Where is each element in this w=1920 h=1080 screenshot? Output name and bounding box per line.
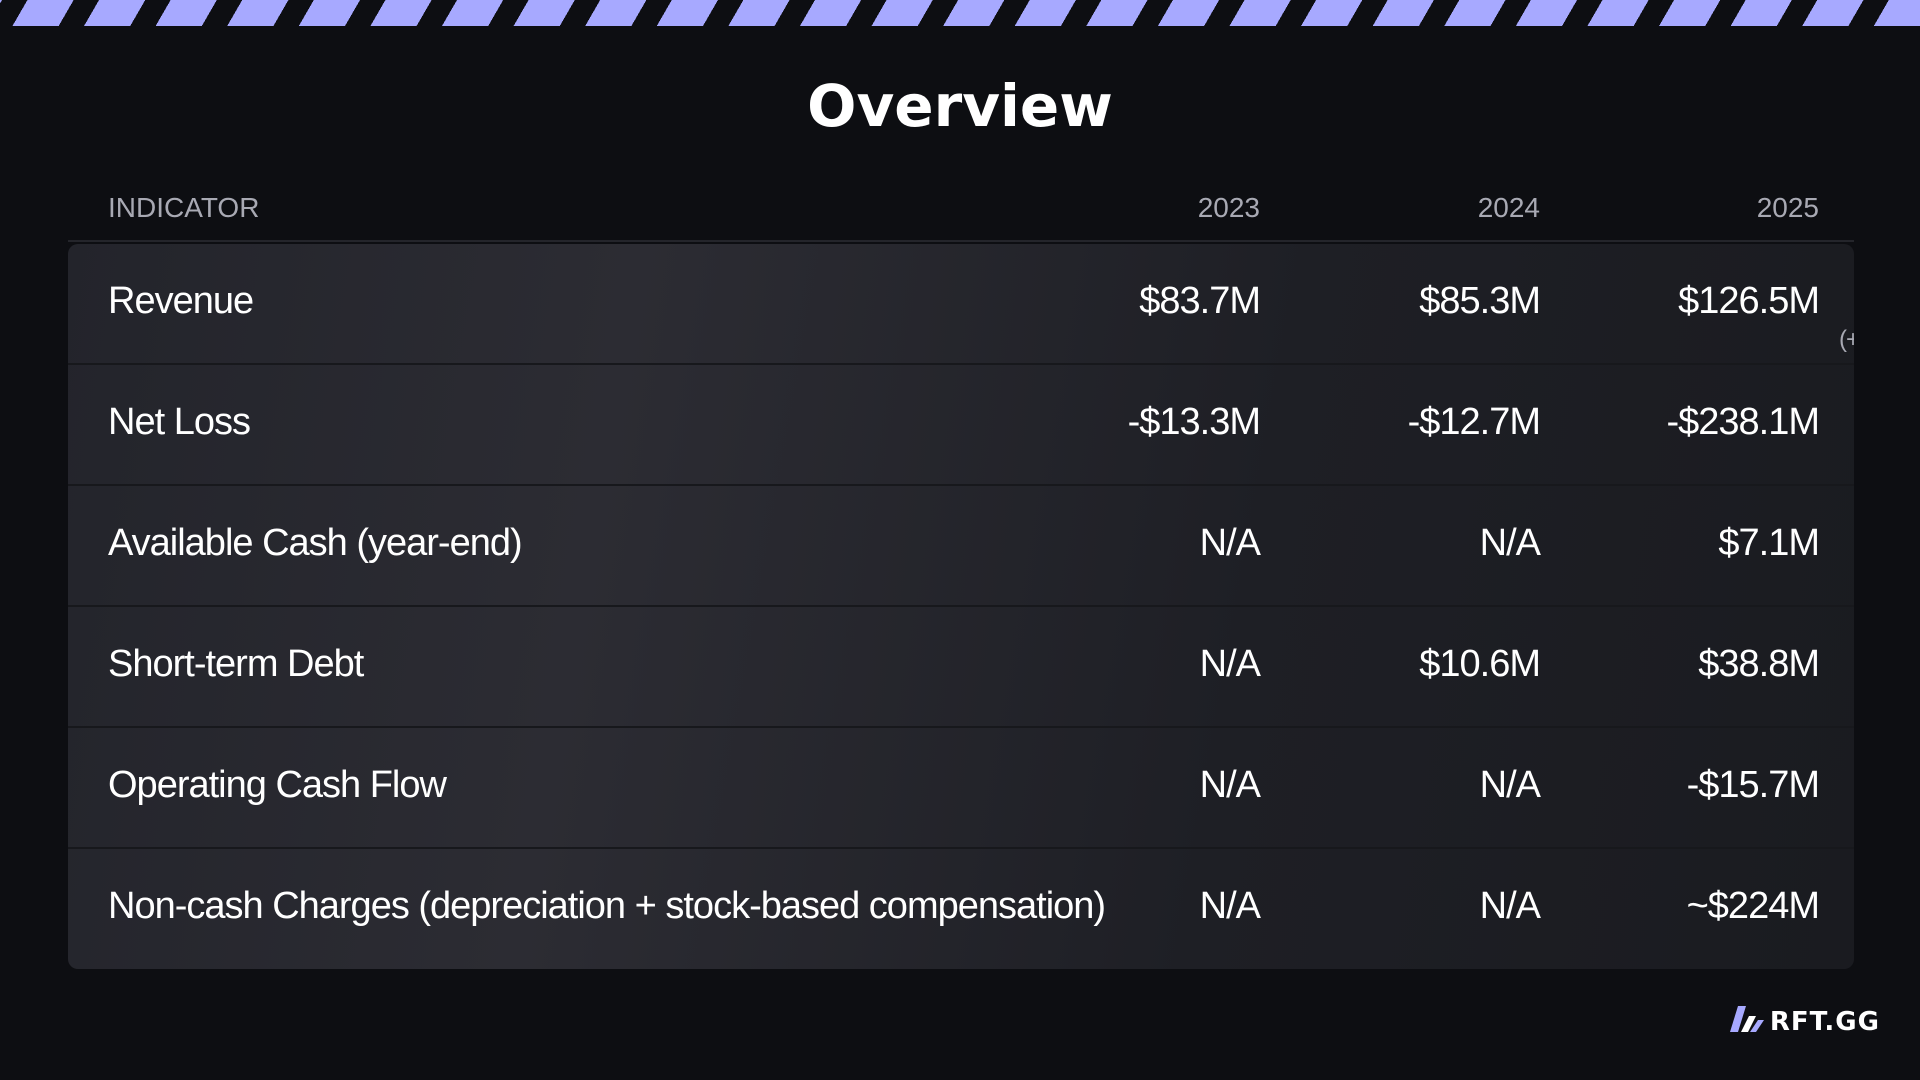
value-2023: N/A <box>1199 522 1261 564</box>
value-2025: $7.1M <box>1718 522 1820 564</box>
value-2023: N/A <box>1199 643 1261 685</box>
growth-note: (+48%) <box>1838 326 1854 353</box>
value-2024: $85.3M <box>1419 280 1541 322</box>
value-2024: -$12.7M <box>1407 401 1541 443</box>
value-2024: $10.6M <box>1419 643 1541 685</box>
header-2024: 2024 <box>1477 192 1540 223</box>
overview-table: INDICATOR 2023 2024 2025 Revenue $83.7M … <box>68 182 1854 969</box>
decorative-stripe-bar <box>0 0 1920 26</box>
row-label: Net Loss <box>108 401 251 443</box>
table-row: Revenue $83.7M $85.3M $126.5M (+48%) <box>68 244 1854 365</box>
table-row: Operating Cash Flow N/A N/A -$15.7M <box>68 728 1854 849</box>
row-label: Revenue <box>108 280 254 322</box>
row-label: Available Cash (year-end) <box>108 522 523 564</box>
rft-logo-icon <box>1729 1006 1764 1037</box>
slide-title: Overview <box>807 72 1113 140</box>
value-2023: N/A <box>1199 885 1261 927</box>
value-2023: -$13.3M <box>1127 401 1261 443</box>
table-row: Net Loss -$13.3M -$12.7M -$238.1M <box>68 365 1854 486</box>
value-2025: ~$224M <box>1686 885 1820 927</box>
value-2025: $38.8M <box>1698 643 1820 685</box>
value-2023: N/A <box>1199 764 1261 806</box>
table-row: Non-cash Charges (depreciation + stock-b… <box>68 849 1854 969</box>
row-label: Operating Cash Flow <box>108 764 447 806</box>
header-indicator: INDICATOR <box>108 192 260 223</box>
value-2025: $126.5M (+48%) <box>1678 280 1854 353</box>
value-2025: -$15.7M <box>1686 764 1820 806</box>
value-2025-text: $126.5M <box>1678 280 1820 322</box>
table-header-row: INDICATOR 2023 2024 2025 <box>68 182 1854 242</box>
value-2025: -$238.1M <box>1666 401 1820 443</box>
row-label: Short-term Debt <box>108 643 364 685</box>
value-2023: $83.7M <box>1139 280 1261 322</box>
row-label: Non-cash Charges (depreciation + stock-b… <box>108 885 1106 927</box>
table-body: Revenue $83.7M $85.3M $126.5M (+48%) Net… <box>68 244 1854 969</box>
brand-name: RFT.GG <box>1769 1006 1880 1037</box>
value-2024: N/A <box>1479 522 1541 564</box>
value-2024: N/A <box>1479 885 1541 927</box>
table-row: Available Cash (year-end) N/A N/A $7.1M <box>68 486 1854 607</box>
header-2025: 2025 <box>1756 192 1819 223</box>
value-2024: N/A <box>1479 764 1541 806</box>
table-row: Short-term Debt N/A $10.6M $38.8M <box>68 607 1854 728</box>
brand-logo: RFT.GG <box>1729 1006 1880 1037</box>
header-2023: 2023 <box>1197 192 1260 223</box>
